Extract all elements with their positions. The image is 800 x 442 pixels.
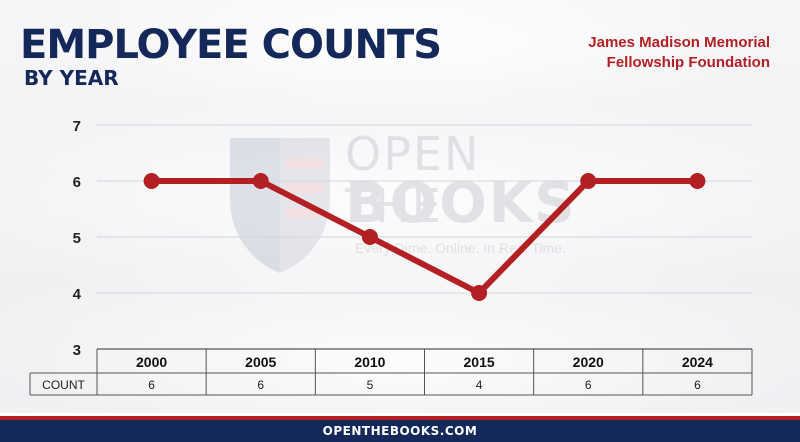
data-point [252,173,269,189]
y-tick-label: 3 [73,342,81,359]
data-point [471,285,488,301]
table-count-value: 5 [367,378,374,392]
organization-name: James Madison Memorial Fellowship Founda… [588,33,770,73]
watermark-line-1: OPEN THE [345,127,481,233]
x-tick-label: 2020 [573,354,604,370]
line-chart: 3 4 5 6 7 COUNT 2000 6 2005 6 2010 5 2015 4 2020 6 2024 6 [29,118,753,396]
footer-bar: OPENTHEBOOKS.COM [0,416,800,442]
y-tick-label: 7 [73,118,81,135]
table-count-value: 6 [148,378,155,392]
background [0,0,800,420]
chart-title: EMPLOYEE COUNTS [20,22,442,68]
table-count-value: 4 [476,378,483,392]
chart-subtitle: BY YEAR [24,66,119,90]
table-count-value: 6 [694,378,701,392]
table-count-value: 6 [257,378,264,392]
x-tick-label: 2000 [136,354,167,370]
watermark-line-2: BOOKS [345,171,577,236]
data-point [361,229,378,245]
table-count-value: 6 [585,378,592,392]
series-line [148,178,701,296]
table-row-label: COUNT [42,378,85,392]
footer-stripe [0,413,800,416]
y-tick-label: 6 [73,174,81,191]
y-tick-label: 4 [73,286,82,303]
y-tick-label: 5 [73,230,81,247]
watermark: OPEN THE BOOKS Every Dime. Online. In Re… [225,128,585,278]
data-point [143,173,160,189]
x-tick-label: 2024 [682,354,713,370]
data-point [580,173,597,189]
x-tick-label: 2015 [464,354,495,370]
organization-line-1: James Madison Memorial [588,34,770,51]
footer-site-link[interactable]: OPENTHEBOOKS.COM [322,424,478,438]
x-tick-label: 2005 [245,354,276,370]
watermark-tagline: Every Dime. Online. In Real Time. [355,240,566,256]
organization-line-2: Fellowship Foundation [606,54,770,71]
x-tick-label: 2010 [354,354,385,370]
shield-logo-icon [230,138,330,273]
data-point [689,173,706,189]
